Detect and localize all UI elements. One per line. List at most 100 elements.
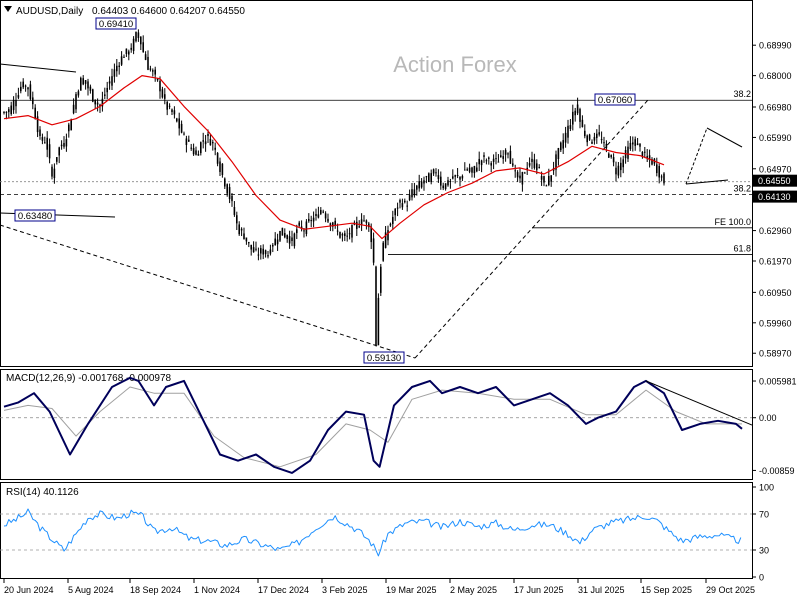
candle-body <box>39 129 41 136</box>
candle-body <box>308 218 310 222</box>
candle-body <box>384 232 387 248</box>
candle-body <box>435 172 437 174</box>
watermark: Action Forex <box>393 52 517 77</box>
candle-body <box>564 132 567 143</box>
price-tick-label: 0.65990 <box>759 133 792 143</box>
candle-body <box>437 175 440 180</box>
candle-body <box>159 80 161 92</box>
candle-body <box>209 138 212 146</box>
candle-body <box>317 214 320 218</box>
candle-body <box>200 142 202 154</box>
candle-body <box>358 226 360 228</box>
candle-body <box>375 266 377 346</box>
trendline-rally-dashed[interactable] <box>414 99 649 359</box>
candle-body <box>545 185 548 187</box>
macd-panel-frame[interactable] <box>0 369 753 480</box>
candle-body <box>111 76 113 86</box>
candle-body <box>411 189 413 198</box>
candle-body <box>651 159 653 165</box>
candle-body <box>27 87 29 90</box>
candle-body <box>240 228 243 231</box>
trendline-top-left[interactable] <box>0 63 77 73</box>
x-axis: 20 Jun 2024 5 Aug 2024 18 Sep 2024 1 Nov 20… <box>3 579 755 595</box>
candle-body <box>507 153 509 155</box>
candle-body <box>581 119 584 128</box>
candle-body <box>17 95 20 98</box>
candle-body <box>574 110 576 116</box>
candle-body <box>176 118 178 122</box>
macd-signal-line <box>3 386 742 468</box>
candle-body <box>92 89 94 102</box>
rsi-tick-label: 30 <box>759 546 769 556</box>
candle-body <box>65 139 68 147</box>
candle-body <box>394 208 396 216</box>
collapse-triangle-icon[interactable] <box>4 6 12 12</box>
candle-body <box>492 158 495 162</box>
price-tick-label: 0.59960 <box>759 318 792 328</box>
candle-body <box>72 104 75 114</box>
candle-body <box>101 98 104 107</box>
candle-body <box>12 100 15 111</box>
level-label: 38.2 <box>733 89 751 99</box>
price-tick-label: 0.68000 <box>759 71 792 81</box>
candle-body <box>188 139 190 142</box>
candle-body <box>404 200 406 203</box>
candle-body <box>586 135 588 143</box>
candle-body <box>420 181 423 188</box>
candle-body <box>372 238 375 263</box>
candle-body <box>449 180 452 182</box>
candle-body <box>560 142 562 151</box>
level-label: FE 100.0 <box>714 217 751 227</box>
price-tick-label: 0.66980 <box>759 102 792 112</box>
candle-body <box>312 217 315 222</box>
rsi-axis: 100 70 30 0 <box>0 483 774 583</box>
candle-body <box>440 176 442 186</box>
candle-body <box>154 69 156 75</box>
candle-body <box>260 248 262 254</box>
candle-body <box>401 203 404 208</box>
x-tick-label: 5 Aug 2024 <box>68 585 114 595</box>
candle-body <box>584 130 586 137</box>
x-tick-label: 3 Feb 2025 <box>322 585 368 595</box>
wedge-upper-line[interactable] <box>706 127 743 148</box>
candle-body <box>233 207 236 215</box>
candle-body <box>473 166 476 174</box>
trendline-long-dashed[interactable] <box>0 224 416 359</box>
candle-body <box>615 167 617 175</box>
macd-trendline[interactable] <box>645 380 753 426</box>
candle-body <box>236 215 238 224</box>
callout-box <box>95 17 137 30</box>
macd-main-line <box>3 376 743 474</box>
candle-body <box>168 105 171 107</box>
candle-body <box>610 155 612 158</box>
wedge-lower-line[interactable] <box>685 179 729 185</box>
candle-body <box>646 156 648 158</box>
candle-body <box>423 180 425 184</box>
candle-body <box>363 220 365 222</box>
candle-body <box>519 175 521 179</box>
price-tags: 0.64550 0.64130 <box>753 174 797 203</box>
candle-body <box>250 244 252 250</box>
candle-body <box>524 172 526 174</box>
candle-body <box>562 140 564 149</box>
price-tag-box <box>753 190 797 203</box>
candle-body <box>389 223 392 226</box>
candle-body <box>617 165 620 176</box>
candle-body <box>77 91 80 96</box>
candle-body <box>144 54 147 60</box>
rsi-panel-frame[interactable] <box>0 482 753 579</box>
macd-lines <box>3 376 753 474</box>
candle-body <box>596 133 598 139</box>
macd-tick-label: 0.005981 <box>759 377 797 387</box>
candle-body <box>639 143 641 147</box>
candle-body <box>648 155 651 160</box>
candle-body <box>588 134 591 140</box>
candle-body <box>548 175 550 185</box>
candle-body <box>485 160 488 162</box>
candle-body <box>82 78 84 85</box>
x-tick-label: 17 Dec 2024 <box>258 585 309 595</box>
candle-body <box>178 118 180 129</box>
candle-body <box>502 156 504 159</box>
candle-body <box>267 255 269 257</box>
